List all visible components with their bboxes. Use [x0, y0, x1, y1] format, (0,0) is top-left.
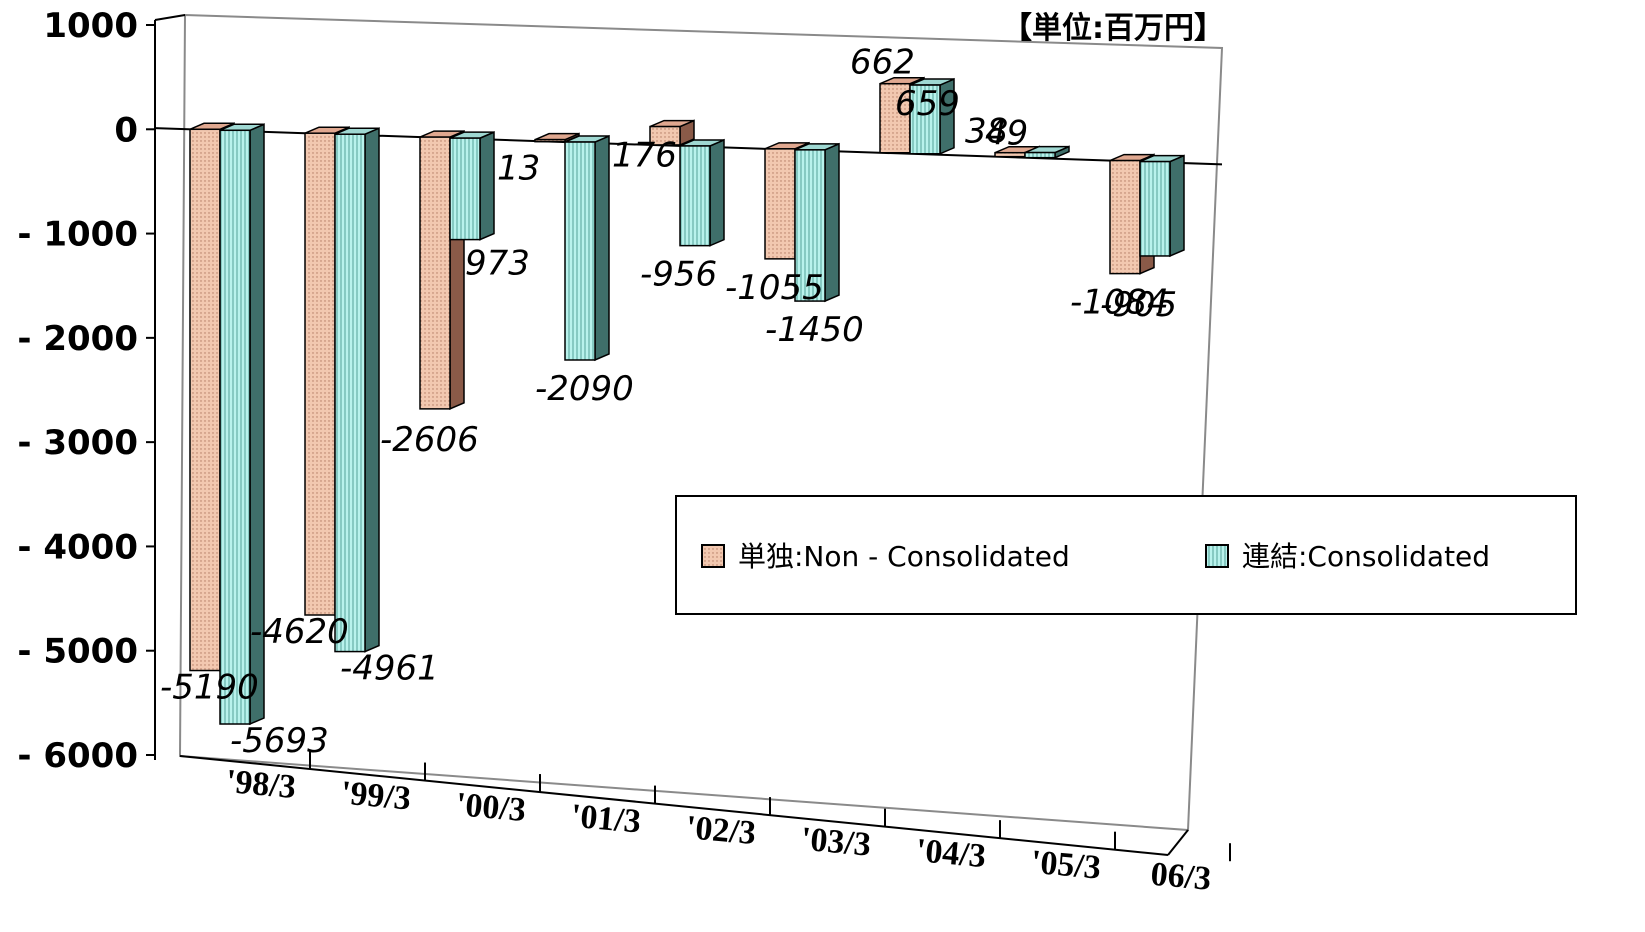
bar-non-consolidated-4 [649, 119, 695, 147]
data-label-non-consolidated: -2606 [380, 420, 479, 460]
data-label-consolidated: -905 [1100, 285, 1177, 325]
y-tick-label: 1000 [43, 6, 138, 46]
data-label-non-consolidated: 176 [612, 136, 677, 176]
y-tick-label: - 4000 [17, 527, 138, 567]
data-label-consolidated: -2090 [535, 369, 634, 409]
x-tick-label: 06/3 [1149, 856, 1212, 898]
data-label-non-consolidated: -5190 [160, 668, 259, 708]
data-label-consolidated: -4961 [340, 649, 439, 689]
data-label-consolidated: 659 [895, 84, 960, 124]
bar-non-consolidated-3 [534, 132, 580, 143]
data-label-consolidated: -956 [640, 255, 717, 295]
y-tick-label: 0 [114, 110, 138, 150]
bar-consolidated-1 [334, 127, 380, 653]
y-tick-label: - 1000 [17, 215, 138, 255]
data-label-consolidated: 973 [465, 244, 530, 284]
bar-consolidated-7 [1024, 145, 1070, 159]
legend-swatch-consolidated [1205, 544, 1229, 568]
bar-consolidated-8 [1139, 154, 1185, 258]
y-tick-label: - 3000 [17, 423, 138, 463]
data-label-non-consolidated: -4620 [250, 612, 349, 652]
x-tick-label: '98/3 [224, 763, 297, 806]
data-label-consolidated: -5693 [230, 721, 329, 761]
data-label-consolidated: 49 [985, 114, 1028, 154]
bar-consolidated-6 [909, 77, 955, 155]
y-tick-label: - 2000 [17, 319, 138, 359]
bar-consolidated-3 [564, 134, 610, 362]
bar-consolidated-0 [219, 123, 265, 726]
bar-consolidated-4 [679, 138, 725, 247]
x-tick-label: '04/3 [914, 832, 987, 875]
legend-swatch-non-consolidated [701, 544, 725, 568]
y-axis-ticks: 1000 0 - 1000 - 2000 - 3000 - 4000 - 5000 - 600… [17, 6, 155, 776]
bar-consolidated-2 [449, 130, 495, 241]
data-label-non-consolidated: -1055 [725, 268, 824, 308]
data-label-non-consolidated: 662 [850, 43, 915, 83]
data-label-non-consolidated: 13 [497, 149, 540, 189]
x-axis-ticks: '98/3 '99/3 '00/3 '01/3 '02/3 '03/3 '04/3 '05/3… [224, 751, 1231, 898]
legend: 単独:Non - Consolidated 連結:Consolidated [675, 495, 1577, 615]
x-tick-label: '99/3 [339, 775, 412, 818]
x-tick-label: '00/3 [454, 786, 527, 829]
x-tick-label: '01/3 [569, 798, 642, 841]
plot-walls [154, 13, 1224, 856]
data-label-non-consolidated: -1084 [1070, 283, 1169, 323]
x-tick-label: '03/3 [799, 821, 872, 864]
data-label-non-consolidated: 38 [965, 112, 1008, 152]
x-tick-label: '05/3 [1029, 844, 1102, 887]
data-labels: -5190 -4620 -2606 13 176 -1055 662 38 -1084 -5693… [160, 43, 1177, 761]
legend-label-consolidated: 連結:Consolidated [1242, 540, 1490, 573]
y-tick-label: - 5000 [17, 632, 138, 672]
y-tick-label: - 6000 [17, 736, 138, 776]
bar-consolidated-5 [794, 142, 840, 303]
x-tick-label: '02/3 [684, 809, 757, 852]
legend-label-non-consolidated: 単独:Non - Consolidated [738, 540, 1070, 573]
unit-label: 【単位:百万円】 [1002, 11, 1224, 46]
bars [189, 76, 1185, 726]
data-label-consolidated: -1450 [765, 310, 864, 350]
